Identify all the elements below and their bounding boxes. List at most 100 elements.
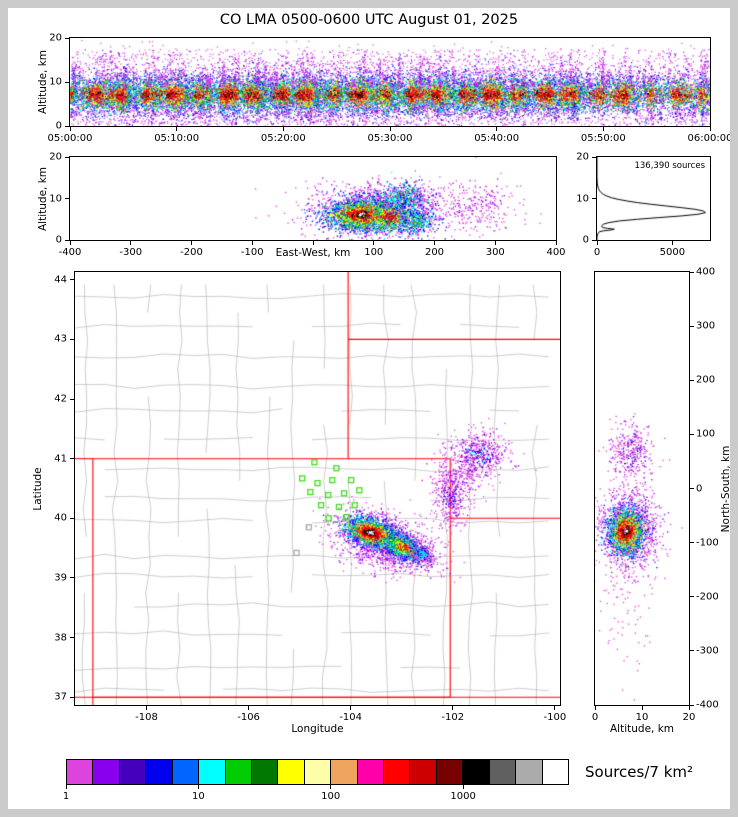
tick-label: 37: [54, 691, 67, 703]
tick-label: -100: [696, 537, 719, 549]
tick-label: 10: [49, 193, 62, 204]
tick-label: -400: [58, 247, 82, 258]
axis-tick: [690, 596, 694, 598]
tick-label: -200: [180, 247, 203, 258]
ew-panel-xlabel: East-West, km: [275, 247, 351, 259]
colorbar-cell: [516, 760, 543, 784]
tick-label: -106: [237, 712, 260, 723]
axis-tick: [602, 127, 604, 131]
colorbar-cell: [463, 760, 490, 784]
tick-label: -300: [119, 247, 143, 258]
tick-label: 05:10:00: [154, 133, 200, 144]
axis-tick: [145, 706, 147, 710]
tick-label: 200: [696, 374, 716, 386]
colorbar-label: Sources/7 km²: [585, 763, 694, 781]
tick-label: 1: [62, 791, 70, 802]
colorbar-cell: [410, 760, 437, 784]
axis-tick: [496, 127, 498, 131]
axis-tick: [688, 706, 690, 710]
map-ylabel: Latitude: [32, 466, 44, 511]
tick-label: 0: [591, 712, 599, 723]
tick-label: 20: [49, 151, 62, 163]
tick-label: 100: [364, 247, 384, 258]
tick-label: 42: [54, 393, 67, 405]
tick-label: 100: [696, 428, 716, 440]
axis-tick: [65, 198, 69, 199]
tick-label: 1000: [450, 791, 476, 802]
axis-tick: [282, 127, 284, 131]
axis-tick: [641, 706, 643, 710]
axis-tick: [690, 433, 694, 435]
colorbar-cell: [172, 760, 200, 784]
tick-label: 10: [49, 76, 62, 88]
tick-label: 05:40:00: [474, 133, 520, 144]
axis-tick: [350, 706, 352, 710]
colorbar-cell: [67, 760, 94, 784]
axis-tick: [330, 785, 332, 789]
tick-label: -200: [696, 591, 719, 603]
tick-label: -104: [339, 712, 363, 723]
tick-label: 400: [546, 247, 566, 258]
axis-tick: [70, 458, 74, 460]
colorbar-cell: [542, 760, 569, 784]
tick-label: 06:00:00: [687, 133, 733, 144]
colorbar-cell: [119, 760, 147, 784]
axis-tick: [70, 517, 74, 519]
ns-panel-xlabel: Altitude, km: [609, 723, 675, 735]
tick-label: -400: [696, 699, 719, 711]
axis-tick: [554, 706, 556, 710]
tick-label: 44: [54, 274, 67, 286]
colorbar-cell: [304, 760, 332, 784]
colorbar: [66, 759, 569, 785]
axis-tick: [197, 785, 199, 789]
axis-tick: [434, 241, 435, 245]
altitude-histogram-canvas: [597, 157, 710, 240]
colorbar-cell: [225, 760, 252, 784]
axis-tick: [690, 542, 694, 544]
axis-tick: [690, 488, 694, 489]
axis-tick: [555, 241, 557, 245]
axis-tick: [70, 696, 74, 698]
colorbar-cell: [199, 760, 226, 784]
axis-tick: [65, 125, 69, 127]
tick-label: 40: [54, 512, 67, 524]
tick-label: -300: [696, 645, 719, 657]
tick-label: 05:30:00: [367, 133, 413, 144]
axis-tick: [176, 127, 178, 131]
axis-tick: [65, 156, 69, 158]
tick-label: 400: [696, 266, 716, 278]
axis-tick: [373, 241, 375, 245]
tick-label: -108: [135, 712, 158, 723]
colorbar-cell: [251, 760, 279, 784]
axis-tick: [191, 241, 192, 245]
tick-label: 41: [54, 453, 67, 465]
axis-tick: [592, 198, 596, 199]
tick-label: 5000: [659, 247, 686, 258]
tick-label: 10: [635, 712, 649, 723]
colorbar-cell: [384, 760, 411, 784]
tick-label: 0: [582, 234, 589, 246]
tick-label: 20: [682, 712, 696, 723]
tick-label: -102: [441, 712, 465, 723]
tick-label: 0: [55, 234, 62, 246]
source-count-annotation: 136,390 sources: [634, 161, 705, 171]
axis-tick: [70, 577, 74, 579]
axis-tick: [130, 241, 132, 245]
axis-tick: [65, 81, 69, 83]
axis-tick: [671, 241, 673, 245]
figure-title: CO LMA 0500-0600 UTC August 01, 2025: [219, 12, 519, 28]
axis-tick: [248, 706, 250, 710]
axis-tick: [690, 379, 694, 381]
time-height-canvas: [70, 38, 710, 126]
axis-tick: [494, 241, 496, 245]
axis-tick: [452, 706, 454, 710]
colorbar-cell: [436, 760, 464, 784]
axis-tick: [70, 637, 74, 639]
ew-panel-ylabel: Altitude, km: [37, 166, 49, 231]
ns-panel-ylabel: North-South, km: [720, 445, 732, 532]
axis-tick: [594, 706, 596, 710]
tick-label: 200: [424, 247, 445, 258]
tick-label: 10: [192, 791, 205, 802]
axis-tick: [70, 398, 74, 400]
